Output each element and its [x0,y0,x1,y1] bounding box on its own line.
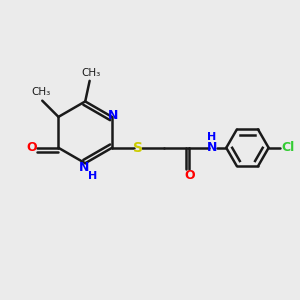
Text: CH₃: CH₃ [31,87,50,98]
Text: Cl: Cl [281,141,294,154]
Text: CH₃: CH₃ [82,68,101,78]
Text: N: N [108,109,119,122]
Text: O: O [27,141,37,154]
Text: N: N [79,161,89,174]
Text: N: N [207,141,217,154]
Text: O: O [184,169,195,182]
Text: H: H [208,133,217,142]
Text: S: S [133,141,143,155]
Text: H: H [88,171,97,181]
